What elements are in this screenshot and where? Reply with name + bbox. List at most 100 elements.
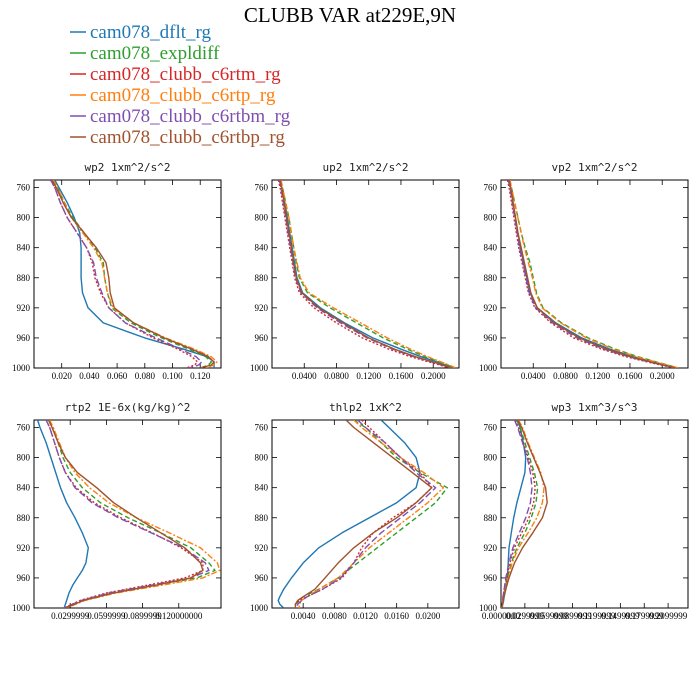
legend: cam078_dflt_rgcam078_expldiffcam078_club… (70, 22, 291, 148)
x-tick-label: 0.120 (190, 371, 211, 381)
y-tick-label: 840 (255, 243, 269, 253)
y-tick-label: 920 (255, 303, 269, 313)
figure-title: CLUBB VAR at229E,9N (244, 3, 456, 27)
series-group (277, 420, 448, 608)
legend-entry: cam078_expldiff (90, 43, 220, 64)
series-line (294, 420, 433, 608)
series-line (294, 420, 448, 608)
y-tick-label: 880 (17, 513, 31, 523)
series-line (51, 180, 215, 368)
y-tick-label: 880 (255, 273, 269, 283)
y-tick-label: 920 (484, 543, 498, 553)
plot-frame (271, 419, 460, 609)
x-tick-label: 0.0040 (291, 611, 316, 621)
panels: wp2 1xm^2/s^2 760 800 840 880 920 960 1000 0.020… (12, 161, 689, 621)
y-tick-label: 880 (484, 273, 498, 283)
panel-title: vp2 1xm^2/s^2 (551, 161, 637, 174)
plot-frame (33, 419, 222, 609)
y-tick-label: 840 (484, 243, 498, 253)
x-tick-label: 0.2000 (650, 371, 675, 381)
series-line (280, 180, 457, 368)
y-tick-label: 760 (484, 423, 498, 433)
series-line (279, 180, 452, 368)
series-line (280, 180, 455, 368)
y-tick-label: 760 (17, 423, 31, 433)
y-tick-label: 1000 (250, 603, 269, 613)
x-tick-label: 0.0160 (384, 611, 409, 621)
series-line (508, 180, 677, 368)
y-tick-label: 1000 (12, 363, 31, 373)
series-line (277, 180, 450, 368)
legend-entry: cam078_dflt_rg (90, 22, 212, 43)
x-tick-label: 0.040 (79, 371, 100, 381)
x-tick-label: 0.1499999 (601, 611, 640, 621)
series-group (49, 180, 218, 368)
x-tick-label: 0.100 (162, 371, 183, 381)
y-tick-label: 920 (255, 543, 269, 553)
panel-title: rtp2 1E-6x(kg/kg)^2 (65, 401, 191, 414)
x-tick-label: 0.0299999 (506, 611, 545, 621)
y-tick-label: 960 (484, 333, 498, 343)
y-tick-label: 840 (17, 483, 31, 493)
x-tick-label: 0.0400 (521, 371, 546, 381)
series-line (49, 180, 199, 368)
x-tick-label: 0.0080 (322, 611, 347, 621)
panel: rtp2 1E-6x(kg/kg)^2 760 800 840 880 920 960 100… (12, 401, 222, 621)
x-tick-label: 0.1600 (389, 371, 414, 381)
x-tick-label: 0.020 (52, 371, 73, 381)
panel: thlp2 1xK^2 760 800 840 880 920 960 1000 0.0040 0… (250, 401, 460, 621)
x-tick-label: 0.1799999 (625, 611, 664, 621)
plot-frame (500, 179, 689, 369)
series-group (506, 180, 679, 368)
series-line (507, 180, 676, 368)
y-tick-label: 1000 (479, 363, 498, 373)
x-tick-label: 0.080 (135, 371, 156, 381)
y-tick-label: 960 (17, 573, 31, 583)
legend-entry: cam078_clubb_c6rtm_rg (90, 64, 281, 85)
x-tick-label: 0.2000 (421, 371, 446, 381)
x-tick-label: 0.2099999 (649, 611, 688, 621)
series-line (36, 420, 90, 608)
plot-frame (271, 179, 460, 369)
x-tick-label: 0.060 (107, 371, 128, 381)
panel-title: thlp2 1xK^2 (329, 401, 402, 414)
y-tick-label: 800 (255, 453, 269, 463)
y-tick-label: 760 (255, 423, 269, 433)
legend-entry: cam078_clubb_c6rtbp_rg (90, 127, 285, 148)
y-tick-label: 760 (17, 183, 31, 193)
y-tick-label: 920 (17, 543, 31, 553)
x-tick-label: 0.0899999 (123, 611, 162, 621)
series-line (277, 420, 421, 608)
x-tick-label: 0.0120 (353, 611, 378, 621)
y-tick-label: 920 (484, 303, 498, 313)
panel: up2 1xm^2/s^2 760 800 840 880 920 960 1000 0.040… (250, 161, 460, 381)
series-line (506, 180, 675, 368)
y-tick-label: 1000 (12, 603, 31, 613)
y-tick-label: 1000 (479, 603, 498, 613)
series-line (509, 180, 679, 368)
y-tick-label: 800 (17, 453, 31, 463)
y-tick-label: 920 (17, 303, 31, 313)
x-tick-label: 0.0899999 (553, 611, 592, 621)
legend-entry: cam078_clubb_c6rtbm_rg (90, 106, 291, 127)
y-tick-label: 800 (255, 213, 269, 223)
y-tick-label: 880 (255, 513, 269, 523)
x-tick-label: 0.120000000 (155, 611, 203, 621)
series-line (47, 420, 216, 608)
series-line (52, 180, 213, 368)
panel-title: wp2 1xm^2/s^2 (84, 161, 170, 174)
x-tick-label: 0.0599999 (87, 611, 126, 621)
series-line (49, 420, 221, 608)
series-group (501, 420, 548, 608)
x-tick-label: 0.0200 (415, 611, 440, 621)
x-tick-label: 0.0800 (553, 371, 578, 381)
x-tick-label: 0.1600 (618, 371, 643, 381)
series-line (47, 420, 204, 608)
panel: wp2 1xm^2/s^2 760 800 840 880 920 960 1000 0.020… (12, 161, 222, 381)
series-line (509, 180, 679, 368)
y-tick-label: 800 (484, 453, 498, 463)
y-tick-label: 960 (17, 333, 31, 343)
series-group (277, 180, 457, 368)
y-tick-label: 960 (255, 573, 269, 583)
y-tick-label: 760 (484, 183, 498, 193)
